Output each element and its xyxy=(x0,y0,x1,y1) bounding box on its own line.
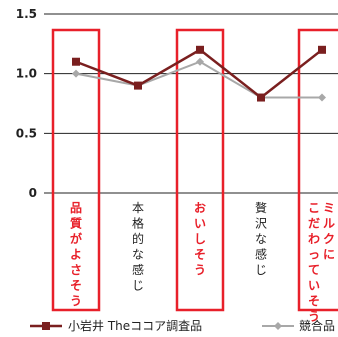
data-point xyxy=(196,45,204,54)
category-label: こだわっていそう xyxy=(308,201,320,324)
category-label: おいしそう xyxy=(194,201,206,277)
y-tick-label: 0 xyxy=(29,186,37,200)
data-point xyxy=(196,57,204,66)
legend-label-1: 競合品 xyxy=(299,318,335,333)
series-lines xyxy=(72,45,326,102)
category-highlight-box xyxy=(51,28,101,312)
category-label: 贅沢な感じ xyxy=(255,200,267,277)
y-tick-label: 1.0 xyxy=(16,67,37,81)
data-point xyxy=(318,93,326,102)
data-point xyxy=(72,57,80,66)
data-point xyxy=(134,81,142,90)
legend-label-0: 小岩井 Theココア調査品 xyxy=(68,318,202,333)
category-highlight-box xyxy=(175,28,225,312)
grid-lines xyxy=(44,13,338,194)
legend: 小岩井 Theココア調査品 競合品 xyxy=(30,318,335,333)
legend-marker-1 xyxy=(274,322,282,330)
legend-marker-0 xyxy=(42,322,50,330)
y-axis-ticks: 0 0.5 1.0 1.5 xyxy=(16,7,37,200)
data-point xyxy=(257,93,265,102)
category-label: ミルクに xyxy=(323,201,335,262)
category-highlight-box xyxy=(297,28,338,312)
category-highlights xyxy=(51,28,338,312)
category-label: 品質がよさそう xyxy=(70,201,82,308)
y-tick-label: 0.5 xyxy=(16,126,37,140)
y-tick-label: 1.5 xyxy=(16,7,37,21)
data-point xyxy=(72,69,80,78)
data-point xyxy=(318,45,326,54)
category-label: 本格的な感じ xyxy=(132,201,144,293)
